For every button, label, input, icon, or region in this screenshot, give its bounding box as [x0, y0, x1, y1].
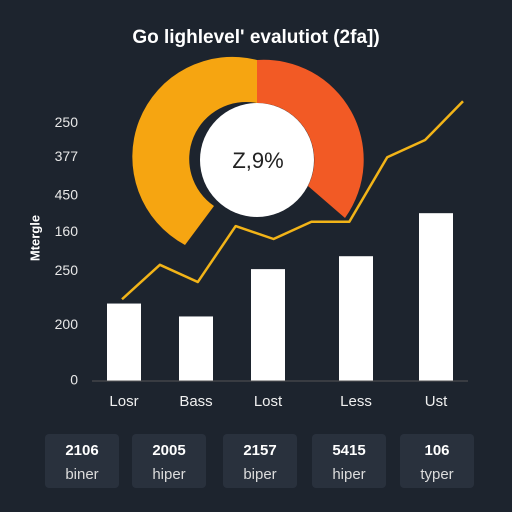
card: [132, 434, 206, 488]
donut-segment: [132, 56, 257, 245]
bar: [419, 213, 453, 381]
y-tick-label: 160: [55, 223, 79, 239]
donut-segment: [257, 59, 364, 218]
bar: [179, 316, 213, 381]
card-label: biper: [243, 466, 276, 483]
x-tick-label: Less: [340, 393, 372, 410]
x-tick-label: Losr: [109, 393, 138, 410]
card: [400, 434, 474, 488]
x-tick-label: Lost: [254, 393, 283, 410]
bar: [251, 269, 285, 381]
bar: [339, 256, 373, 381]
card: [45, 434, 119, 488]
donut-label: Z,9%: [232, 148, 283, 173]
y-tick-label: 450: [55, 187, 79, 203]
y-tick-label: 200: [55, 316, 79, 332]
card-label: hiper: [152, 466, 185, 483]
card: [312, 434, 386, 488]
y-axis-title: Mtergle: [27, 215, 42, 261]
bar: [107, 303, 141, 381]
card-value: 2157: [243, 442, 276, 459]
card-label: biner: [65, 466, 98, 483]
card-value: 5415: [332, 442, 365, 459]
x-tick-label: Bass: [179, 393, 212, 410]
card-label: typer: [420, 466, 453, 483]
y-tick-label: 250: [55, 262, 79, 278]
card-label: hiper: [332, 466, 365, 483]
x-tick-label: Ust: [425, 393, 448, 410]
y-tick-label: 250: [55, 114, 79, 130]
card-value: 2005: [152, 442, 185, 459]
card-value: 2106: [65, 442, 98, 459]
y-tick-label: 377: [55, 148, 79, 164]
card-value: 106: [424, 442, 449, 459]
trend-line: [121, 100, 464, 301]
donut-center: [200, 103, 314, 217]
donut: Z,9%: [132, 56, 364, 245]
card: [223, 434, 297, 488]
y-tick-label: 0: [70, 372, 78, 388]
chart-title: Go lighlevel' evalutiot (2fa]): [132, 27, 379, 48]
